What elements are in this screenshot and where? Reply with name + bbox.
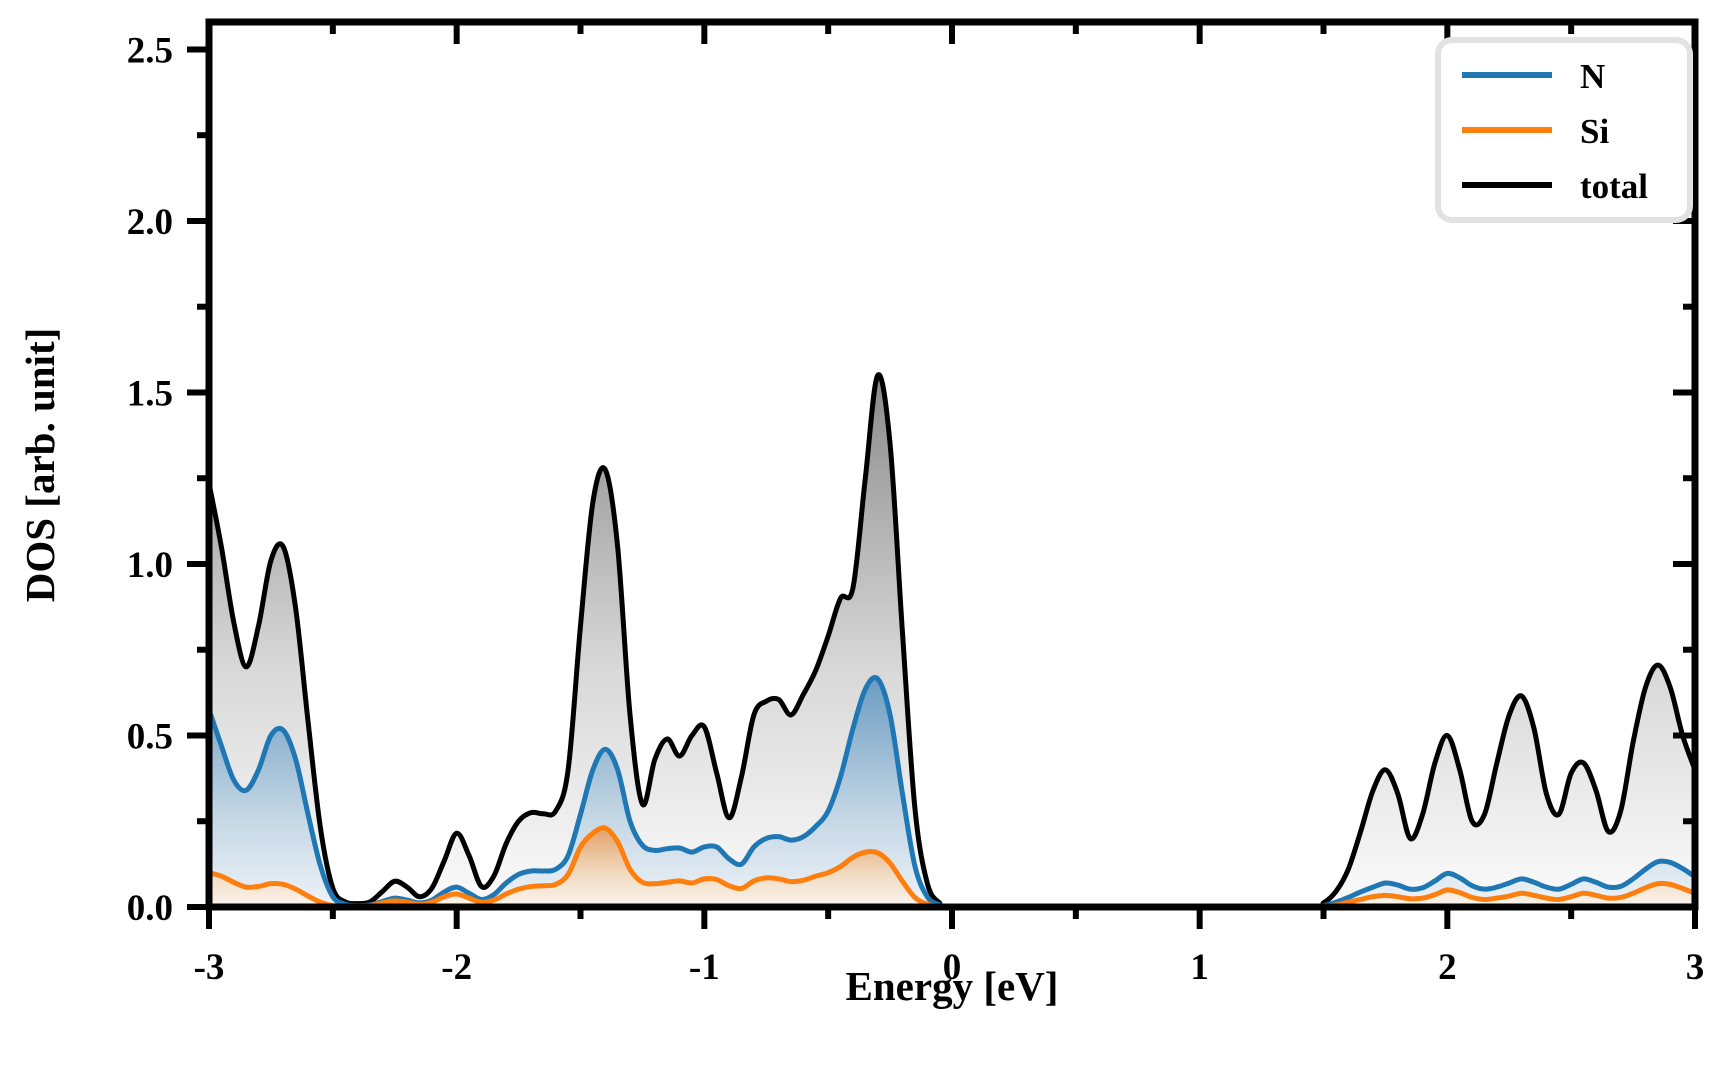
series-line-Si: [209, 825, 1695, 907]
y-axis-title: DOS [arb. unit]: [17, 328, 63, 603]
legend-box: [1435, 37, 1693, 223]
plot-frame: [205, 18, 1699, 911]
x-tick-label: 3: [1686, 947, 1705, 988]
x-tick-label: -3: [194, 947, 225, 988]
series-lines: [209, 372, 1695, 907]
series-line-total: [209, 372, 1695, 907]
series-fill-total: [209, 374, 1695, 907]
legend-label-N[interactable]: N: [1580, 57, 1605, 96]
y-tick-label: 1.5: [127, 373, 173, 414]
legend-label-total[interactable]: total: [1580, 167, 1648, 206]
x-tick-label: 0: [943, 947, 962, 988]
y-tick-label: 2.0: [127, 202, 173, 243]
x-axis-title: Energy [eV]: [846, 963, 1059, 1009]
y-tick-label: 2.5: [127, 30, 173, 71]
legend[interactable]: N Si total: [1435, 37, 1693, 223]
y-tick-label: 1.0: [127, 545, 173, 586]
y-tick-label: 0.0: [127, 888, 173, 929]
x-tick-label: 1: [1190, 947, 1209, 988]
legend-label-Si[interactable]: Si: [1580, 112, 1609, 151]
x-tick-label: -1: [689, 947, 720, 988]
x-tick-label: -2: [441, 947, 472, 988]
y-tick-labels: 0.0 0.5 1.0 1.5 2.0 2.5: [127, 30, 173, 929]
x-tick-label: 2: [1438, 947, 1457, 988]
x-tick-labels: -3 -2 -1 0 1 2 3: [194, 947, 1705, 988]
y-tick-label: 0.5: [127, 716, 173, 757]
